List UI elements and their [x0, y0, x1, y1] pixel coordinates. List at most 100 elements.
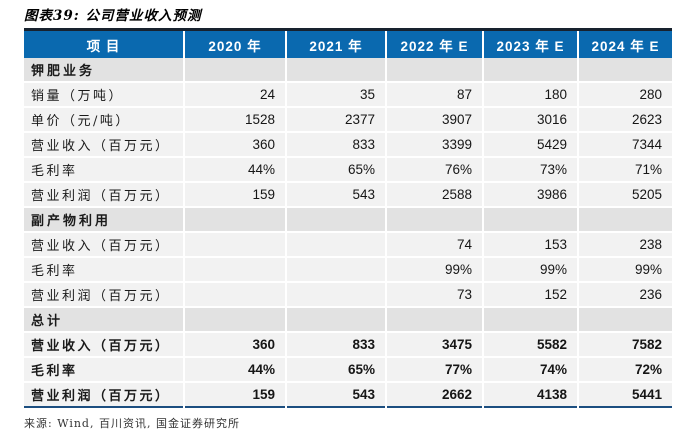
cell-value: 3907 — [385, 107, 483, 133]
cell-value: 77% — [385, 357, 483, 383]
data-row: 单价（元/吨） 1528 2377 3907 3016 2623 — [24, 107, 672, 133]
data-row: 销量（万吨） 24 35 87 180 280 — [24, 82, 672, 108]
column-header-item: 项 目 — [24, 29, 184, 58]
data-row: 毛利率 99% 99% 99% — [24, 257, 672, 283]
section-row: 副产物利用 — [24, 207, 672, 233]
cell-value — [183, 207, 286, 233]
cell-value: 74% — [482, 357, 578, 383]
cell-value — [577, 307, 672, 333]
cell-value: 2588 — [385, 182, 483, 208]
cell-value: 35 — [285, 82, 386, 108]
row-label: 副产物利用 — [24, 207, 184, 233]
row-label: 营业收入（百万元） — [24, 132, 184, 158]
cell-value: 159 — [183, 182, 286, 208]
data-row: 营业收入（百万元） 360 833 3475 5582 7582 — [24, 332, 672, 358]
cell-value — [482, 207, 578, 233]
cell-value — [285, 257, 386, 283]
data-row: 营业收入（百万元） 360 833 3399 5429 7344 — [24, 132, 672, 158]
cell-value: 3475 — [385, 332, 483, 358]
cell-value: 2662 — [385, 382, 483, 407]
cell-value — [183, 282, 286, 308]
cell-value — [183, 58, 286, 83]
cell-value: 5429 — [482, 132, 578, 158]
cell-value: 99% — [482, 257, 578, 283]
column-header-year: 2023 年 E — [482, 29, 578, 58]
cell-value: 44% — [183, 357, 286, 383]
cell-value — [285, 207, 386, 233]
cell-value: 7582 — [577, 332, 672, 358]
cell-value — [285, 282, 386, 308]
cell-value: 73 — [385, 282, 483, 308]
section-row: 钾肥业务 — [24, 58, 672, 83]
table-body: 钾肥业务 销量（万吨） 24 35 87 180 280 单价（元/吨） 1528 2377 390… — [24, 58, 672, 407]
cell-value: 4138 — [482, 382, 578, 407]
row-label: 营业利润（百万元） — [24, 382, 184, 407]
cell-value: 3016 — [482, 107, 578, 133]
data-row: 毛利率 44% 65% 76% 73% 71% — [24, 157, 672, 183]
cell-value — [183, 232, 286, 258]
cell-value: 180 — [482, 82, 578, 108]
cell-value: 3399 — [385, 132, 483, 158]
cell-value: 833 — [285, 332, 386, 358]
row-label: 钾肥业务 — [24, 58, 184, 83]
row-label: 毛利率 — [24, 157, 184, 183]
column-header-year: 2020 年 — [183, 29, 286, 58]
cell-value: 152 — [482, 282, 578, 308]
cell-value: 7344 — [577, 132, 672, 158]
cell-value: 72% — [577, 357, 672, 383]
data-row: 营业收入（百万元） 74 153 238 — [24, 232, 672, 258]
data-row: 营业利润（百万元） 159 543 2588 3986 5205 — [24, 182, 672, 208]
report-title: 图表39: 公司营业收入预测 — [24, 8, 202, 24]
data-row: 营业利润（百万元） 73 152 236 — [24, 282, 672, 308]
section-row: 总计 — [24, 307, 672, 333]
cell-value: 833 — [285, 132, 386, 158]
cell-value: 24 — [183, 82, 286, 108]
cell-value: 65% — [285, 157, 386, 183]
cell-value: 360 — [183, 132, 286, 158]
cell-value — [482, 307, 578, 333]
row-label: 营业收入（百万元） — [24, 332, 184, 358]
cell-value: 238 — [577, 232, 672, 258]
cell-value — [285, 58, 386, 83]
source-note: 来源: Wind, 百川资讯, 国金证券研究所 — [24, 417, 240, 430]
cell-value: 543 — [285, 182, 386, 208]
cell-value: 65% — [285, 357, 386, 383]
cell-value — [577, 207, 672, 233]
row-label: 毛利率 — [24, 257, 184, 283]
cell-value: 71% — [577, 157, 672, 183]
cell-value — [482, 58, 578, 83]
cell-value: 236 — [577, 282, 672, 308]
data-row: 毛利率 44% 65% 77% 74% 72% — [24, 357, 672, 383]
cell-value: 5205 — [577, 182, 672, 208]
cell-value: 99% — [577, 257, 672, 283]
row-label: 总计 — [24, 307, 184, 333]
cell-value: 3986 — [482, 182, 578, 208]
cell-value — [183, 257, 286, 283]
cell-value — [285, 232, 386, 258]
cell-value: 159 — [183, 382, 286, 407]
data-row: 营业利润（百万元） 159 543 2662 4138 5441 — [24, 382, 672, 407]
row-label: 营业利润（百万元） — [24, 182, 184, 208]
row-label: 营业利润（百万元） — [24, 282, 184, 308]
cell-value — [285, 307, 386, 333]
row-label: 销量（万吨） — [24, 82, 184, 108]
table-header-row: 项 目 2020 年 2021 年 2022 年 E 2023 年 E 2024 年 E — [24, 29, 672, 58]
cell-value: 73% — [482, 157, 578, 183]
forecast-table: 项 目 2020 年 2021 年 2022 年 E 2023 年 E 2024 年 E … — [24, 28, 672, 408]
cell-value: 543 — [285, 382, 386, 407]
cell-value — [183, 307, 286, 333]
column-header-year: 2024 年 E — [577, 29, 672, 58]
row-label: 单价（元/吨） — [24, 107, 184, 133]
cell-value: 44% — [183, 157, 286, 183]
cell-value — [385, 58, 483, 83]
row-label: 营业收入（百万元） — [24, 232, 184, 258]
cell-value: 360 — [183, 332, 286, 358]
column-header-year: 2022 年 E — [385, 29, 483, 58]
column-header-year: 2021 年 — [285, 29, 386, 58]
cell-value: 280 — [577, 82, 672, 108]
cell-value: 74 — [385, 232, 483, 258]
cell-value: 153 — [482, 232, 578, 258]
cell-value: 5582 — [482, 332, 578, 358]
cell-value: 5441 — [577, 382, 672, 407]
cell-value — [577, 58, 672, 83]
